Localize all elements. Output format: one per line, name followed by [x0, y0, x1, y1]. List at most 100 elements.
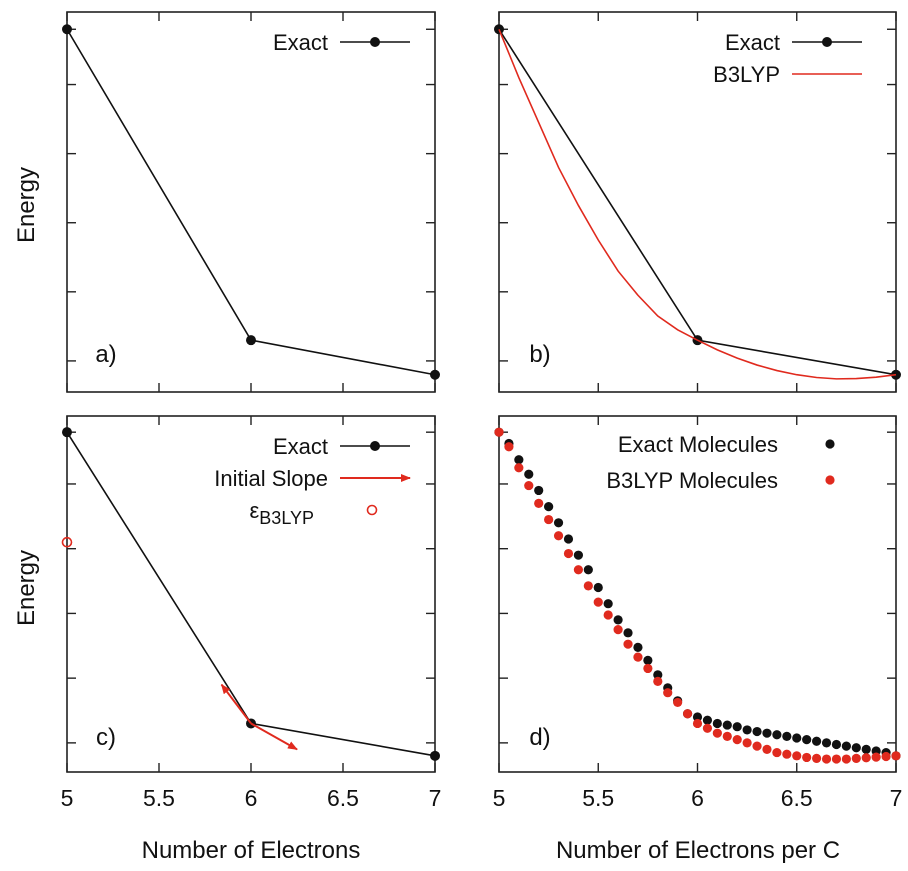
- panel-label: c): [96, 724, 116, 751]
- exact-point: [762, 728, 772, 738]
- b3lyp-point: [871, 752, 881, 762]
- exact-point: [430, 369, 440, 380]
- initial-slope-arrow: [250, 722, 298, 751]
- legend-label: Exact: [725, 30, 780, 55]
- x-tick-label: 6.5: [327, 785, 359, 811]
- panels-group: a) Exact b) Exact B3LYP 5 5.5 6 6.5 7 c) Exact Initi…: [61, 11, 903, 811]
- legend-label: B3LYP Molecules: [606, 468, 778, 493]
- b3lyp-point: [821, 754, 832, 764]
- initial-slope-arrow: [220, 683, 252, 725]
- b3lyp-point: [841, 754, 851, 764]
- legend-marker: [366, 504, 378, 516]
- b3lyp-point: [742, 738, 752, 748]
- b3lyp-point: [504, 442, 514, 452]
- exact-point: [752, 726, 762, 737]
- exact-line: [498, 28, 897, 376]
- x-tick-label: 6: [245, 785, 258, 811]
- b3lyp-point: [712, 728, 722, 738]
- exact-point: [62, 24, 72, 35]
- exact-line: [66, 28, 436, 376]
- legend-entry: Exact: [725, 30, 862, 55]
- plot-frame: [66, 11, 436, 393]
- exact-point: [534, 485, 544, 496]
- b3lyp-point: [613, 625, 623, 635]
- exact-point: [246, 335, 256, 346]
- b3lyp-point: [752, 741, 762, 751]
- legend-label: εB3LYP: [249, 498, 314, 528]
- eps-b3lyp-point: [61, 536, 73, 548]
- b3lyp-point: [891, 751, 901, 761]
- b3lyp-point: [792, 751, 802, 761]
- exact-point: [653, 670, 663, 680]
- x-tick-label: 7: [890, 785, 903, 811]
- b3lyp-point: [583, 581, 593, 591]
- exact-point: [732, 722, 742, 732]
- legend-marker: [825, 439, 835, 449]
- plot-frame: [498, 11, 897, 393]
- exact-point: [544, 502, 554, 512]
- b3lyp-point: [722, 731, 732, 742]
- legend-entry: B3LYP: [713, 62, 862, 87]
- b3lyp-point: [702, 723, 713, 733]
- b3lyp-point: [861, 753, 871, 763]
- exact-point: [792, 733, 802, 743]
- x-tick-label: 5: [61, 785, 74, 811]
- exact-point: [742, 725, 752, 735]
- legend-entry: Exact: [273, 30, 410, 55]
- b3lyp-point: [623, 639, 633, 649]
- panel-label: a): [95, 341, 116, 368]
- x-tick-label: 5.5: [582, 785, 614, 811]
- exact-point: [430, 750, 440, 761]
- legend-marker: [822, 37, 832, 47]
- y-axis-title-bottom: Energy: [13, 550, 40, 626]
- b3lyp-point: [812, 753, 822, 764]
- exact-point: [62, 427, 72, 438]
- exact-point: [821, 738, 832, 748]
- exact-point: [692, 712, 703, 722]
- y-axis-title-top: Energy: [13, 167, 40, 243]
- legend-label: B3LYP: [713, 62, 780, 87]
- b3lyp-point: [762, 744, 772, 754]
- x-tick-label: 6.5: [781, 785, 813, 811]
- exact-point: [603, 599, 613, 609]
- exact-point: [593, 582, 603, 593]
- legend-entry: Initial Slope: [214, 466, 411, 491]
- exact-point: [524, 469, 534, 479]
- b3lyp-point: [494, 427, 504, 437]
- x-tick-label: 5.5: [143, 785, 175, 811]
- legend-label: Initial Slope: [214, 466, 328, 491]
- legend-marker: [370, 37, 380, 47]
- b3lyp-point: [732, 735, 742, 745]
- b3lyp-point: [514, 463, 524, 473]
- b3lyp-point: [643, 663, 653, 674]
- b3lyp-point: [673, 697, 683, 708]
- b3lyp-point: [544, 514, 554, 525]
- x-tick-label: 5: [493, 785, 506, 811]
- panel-2: b) Exact B3LYP: [494, 11, 901, 393]
- legend-label: Exact Molecules: [618, 432, 778, 457]
- exact-point: [583, 565, 593, 575]
- exact-point: [643, 655, 653, 665]
- b3lyp-point: [772, 747, 782, 758]
- panel-3: 5 5.5 6 6.5 7 c) Exact Initial Slope εB3LYP: [61, 415, 442, 811]
- b3lyp-point: [802, 752, 812, 763]
- exact-point: [613, 615, 623, 625]
- b3lyp-point: [663, 688, 673, 698]
- legend-label: Exact: [273, 30, 328, 55]
- x-axis-title-left: Number of Electrons: [142, 837, 361, 864]
- x-tick-label: 7: [429, 785, 442, 811]
- b3lyp-point: [524, 480, 534, 491]
- b3lyp-point: [682, 709, 693, 719]
- exact-point: [722, 720, 732, 730]
- exact-point: [633, 642, 643, 653]
- exact-point: [831, 739, 842, 750]
- b3lyp-point: [692, 718, 703, 729]
- legend-entry: Exact: [273, 434, 410, 459]
- exact-point: [812, 736, 822, 746]
- legend-entry: εB3LYP: [249, 498, 378, 528]
- exact-point: [563, 534, 574, 544]
- b3lyp-point: [881, 751, 891, 762]
- b3lyp-point: [563, 548, 574, 559]
- b3lyp-point: [633, 652, 643, 662]
